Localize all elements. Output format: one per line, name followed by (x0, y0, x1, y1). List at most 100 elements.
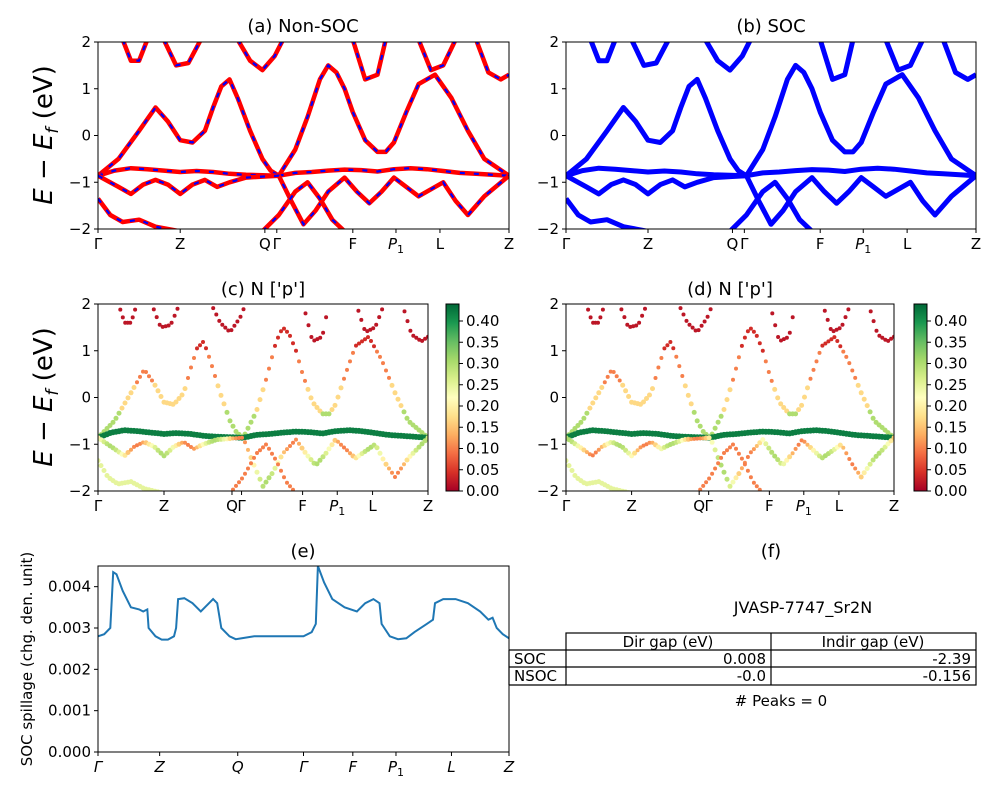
proj-point (879, 447, 885, 453)
proj-point (832, 335, 837, 340)
proj-point (359, 317, 364, 322)
proj-point (279, 329, 283, 334)
proj-point (770, 311, 775, 316)
panel-a-plot: 210−1−2Γ Z Q Γ F P1 L Z (69, 33, 514, 256)
proj-point (255, 451, 259, 455)
proj-point (157, 322, 162, 327)
proj-point (748, 450, 753, 455)
proj-point (351, 350, 355, 355)
proj-point (766, 370, 771, 374)
y-tick-label: 2 (81, 33, 91, 51)
proj-point (784, 335, 789, 340)
proj-point (317, 457, 323, 463)
proj-point (180, 440, 184, 445)
proj-point (420, 338, 425, 343)
proj-point (647, 440, 652, 445)
y-tick-label: −1 (69, 435, 91, 453)
proj-point (314, 461, 320, 467)
proj-point (690, 325, 695, 330)
proj-point (676, 300, 680, 304)
proj-point (578, 419, 584, 425)
proj-point (240, 435, 244, 440)
proj-point (871, 319, 876, 324)
proj-point (335, 394, 341, 400)
band-dn-10 (475, 42, 509, 81)
proj-point (760, 348, 765, 353)
proj-point (811, 367, 816, 372)
plot-frame (97, 41, 510, 230)
proj-point (692, 436, 697, 441)
proj-point (873, 453, 879, 459)
proj-point (372, 344, 376, 349)
proj-point (634, 323, 639, 328)
proj-point (366, 335, 370, 340)
proj-point (861, 396, 867, 402)
proj-point (674, 354, 679, 359)
y-tick-label: 0.000 (48, 743, 91, 761)
proj-point (778, 401, 784, 407)
proj-point (721, 407, 727, 412)
panel-b-title: (b) SOC (736, 16, 805, 37)
proj-point (264, 442, 268, 447)
proj-point (154, 315, 159, 320)
proj-point (605, 374, 610, 379)
band-0 (566, 62, 976, 179)
proj-point (781, 461, 787, 467)
proj-point (345, 367, 349, 372)
proj-point (709, 439, 715, 445)
proj-point (596, 447, 601, 452)
proj-point (383, 461, 389, 467)
proj-point (730, 479, 736, 485)
proj-point (246, 466, 250, 471)
x-tick-label: Γ (299, 758, 309, 776)
proj-point (724, 397, 730, 403)
proj-point (650, 386, 655, 392)
proj-point (662, 346, 667, 351)
proj-point (790, 451, 795, 456)
panel-e-ylabel: SOC spillage (chg. den. unit) (18, 552, 36, 767)
proj-point (840, 322, 845, 327)
proj-point (264, 377, 268, 382)
table-cell-nsoc-indir: -0.156 (923, 667, 971, 685)
proj-point (297, 359, 301, 364)
proj-point (822, 308, 827, 313)
proj-point (294, 437, 298, 442)
proj-point (799, 402, 805, 408)
proj-point (856, 470, 861, 475)
band-dn-6 (163, 42, 201, 67)
proj-point (850, 462, 855, 467)
proj-point (707, 476, 712, 481)
table-row-label-nsoc: NSOC (514, 667, 557, 685)
proj-point (705, 314, 710, 319)
proj-point (766, 445, 772, 451)
proj-point (684, 318, 689, 323)
proj-point (291, 341, 295, 346)
panel-c-title: (c) N ['p'] (221, 279, 305, 300)
proj-point (838, 344, 843, 349)
proj-point (626, 394, 632, 399)
band-4 (728, 179, 814, 229)
band-dn-8 (352, 42, 387, 81)
proj-point (841, 445, 846, 450)
proj-point (773, 323, 778, 328)
proj-point (401, 409, 407, 415)
proj-point (231, 487, 235, 491)
proj-point (880, 335, 885, 340)
proj-point (888, 438, 894, 444)
proj-point (230, 423, 236, 429)
proj-point (131, 385, 137, 390)
proj-point (396, 470, 400, 475)
band-dn-2 (98, 174, 509, 227)
proj-point (294, 348, 298, 353)
proj-point (688, 401, 694, 407)
proj-point (402, 309, 407, 314)
proj-point (336, 439, 340, 444)
proj-point (241, 307, 246, 312)
colorbar-tick-label: 0.35 (466, 333, 499, 351)
proj-point (691, 409, 697, 415)
proj-point (128, 320, 133, 325)
proj-point (260, 483, 266, 489)
proj-point (297, 441, 301, 446)
proj-point (695, 436, 700, 441)
proj-point (698, 487, 703, 491)
